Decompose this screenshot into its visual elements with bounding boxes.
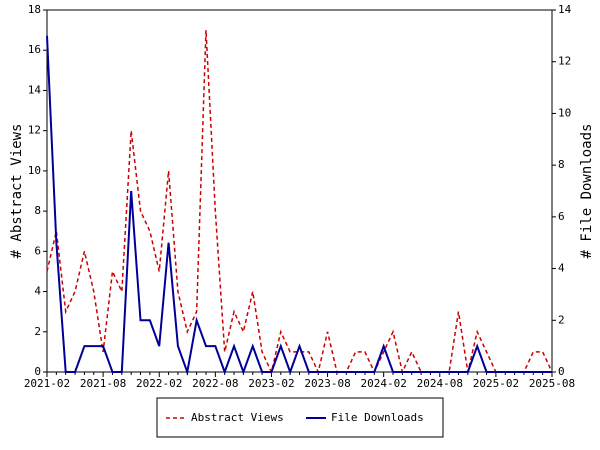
- x-tick-label: 2023-08: [304, 377, 350, 390]
- x-tick-label: 2022-08: [192, 377, 238, 390]
- y2-tick-label: 12: [558, 55, 571, 68]
- y-tick-label: 16: [28, 43, 41, 56]
- x-tick-label: 2021-02: [24, 377, 70, 390]
- y-tick-label: 2: [34, 325, 41, 338]
- y2-tick-label: 6: [558, 210, 565, 223]
- y-axis-label: # Abstract Views: [9, 124, 25, 259]
- y-tick-label: 4: [34, 285, 41, 298]
- y2-tick-label: 2: [558, 313, 565, 326]
- y-tick-label: 18: [28, 3, 41, 16]
- y-tick-label: 8: [34, 204, 41, 217]
- y-tick-label: 12: [28, 124, 41, 137]
- series-line: [46, 30, 553, 375]
- y-tick-label: 0: [34, 365, 41, 378]
- legend-box: [156, 397, 444, 438]
- y2-tick-label: 4: [558, 262, 565, 275]
- x-tick-label: 2024-08: [417, 377, 463, 390]
- y2-tick-label: 0: [558, 365, 565, 378]
- x-tick-label: 2023-02: [248, 377, 294, 390]
- x-tick-label: 2021-08: [80, 377, 126, 390]
- y2-tick-label: 8: [558, 158, 565, 171]
- x-tick-label: 2024-02: [360, 377, 406, 390]
- legend-label: Abstract Views: [191, 411, 284, 424]
- plot-frame: [46, 9, 553, 373]
- y2-axis-label: # File Downloads: [579, 124, 595, 259]
- series-line: [46, 35, 552, 376]
- x-tick-label: 2025-02: [473, 377, 519, 390]
- y-tick-label: 10: [28, 164, 41, 177]
- y-tick-label: 14: [28, 83, 42, 96]
- y2-tick-label: 14: [558, 3, 572, 16]
- y2-tick-label: 10: [558, 106, 571, 119]
- legend-label: File Downloads: [331, 411, 424, 424]
- x-tick-label: 2022-02: [136, 377, 182, 390]
- x-tick-label: 2025-08: [529, 377, 575, 390]
- y-tick-label: 6: [34, 244, 41, 257]
